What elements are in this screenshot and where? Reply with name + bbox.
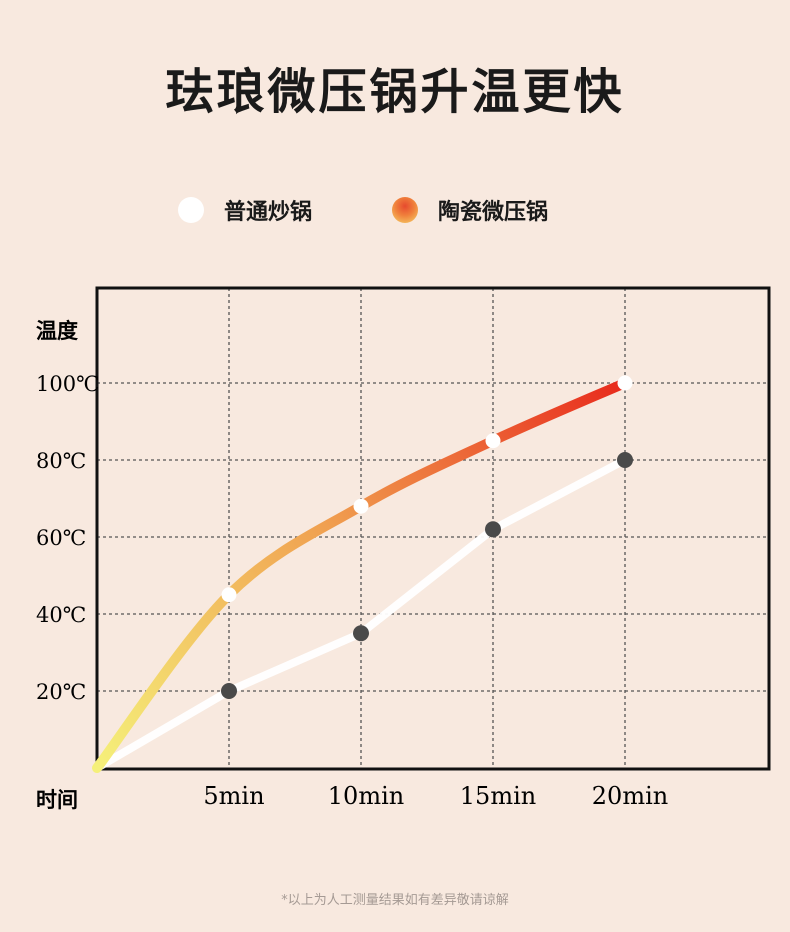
y-tick-label: 20℃ — [36, 680, 86, 704]
axis-labels: 温度 时间 20℃ 40℃ 60℃ 80℃ 100℃ 5min 10min 15min 20mi… — [36, 319, 668, 812]
data-point-regular-wok — [221, 683, 237, 699]
data-point-regular-wok — [353, 625, 369, 642]
chart-title: 珐琅微压锅升温更快 — [165, 64, 625, 120]
series-markers — [221, 375, 633, 699]
legend-item-regular-wok: 普通炒锅 — [178, 190, 312, 230]
x-axis-label: 时间 — [36, 788, 78, 812]
data-point-regular-wok — [485, 521, 501, 538]
data-point-ceramic-pot — [485, 433, 501, 449]
grid-lines — [97, 288, 769, 768]
data-point-ceramic-pot — [221, 587, 237, 603]
y-tick-label: 80℃ — [36, 449, 86, 473]
y-axis-label: 温度 — [36, 319, 78, 343]
y-tick-label: 60℃ — [36, 526, 86, 550]
legend-label: 陶瓷微压锅 — [438, 200, 549, 225]
x-tick-label: 15min — [460, 782, 536, 810]
legend-item-ceramic-pot: 陶瓷微压锅 — [392, 190, 548, 230]
x-tick-label: 20min — [592, 782, 668, 810]
data-point-ceramic-pot — [353, 498, 369, 514]
x-tick-label: 5min — [203, 782, 264, 810]
data-point-ceramic-pot — [617, 375, 633, 391]
y-tick-label: 40℃ — [36, 603, 86, 627]
plot-frame — [95, 286, 771, 771]
legend-swatch-white — [178, 197, 204, 223]
data-point-regular-wok — [617, 452, 633, 468]
footnote: *以上为人工测量结果如有差异敬请谅解 — [281, 893, 509, 908]
legend-label: 普通炒锅 — [224, 200, 313, 225]
legend-swatch-gradient — [392, 197, 418, 223]
y-tick-label: 100℃ — [36, 372, 100, 396]
x-tick-label: 10min — [328, 782, 404, 810]
